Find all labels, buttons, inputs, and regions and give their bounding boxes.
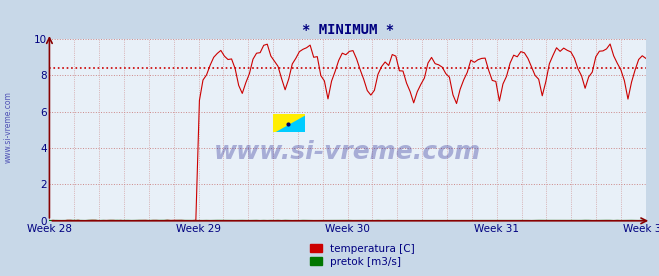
Text: www.si-vreme.com: www.si-vreme.com: [3, 91, 13, 163]
Legend: temperatura [C], pretok [m3/s]: temperatura [C], pretok [m3/s]: [306, 239, 419, 271]
Title: * MINIMUM *: * MINIMUM *: [302, 23, 393, 38]
Text: www.si-vreme.com: www.si-vreme.com: [214, 140, 481, 164]
Polygon shape: [273, 113, 305, 132]
Polygon shape: [273, 113, 305, 132]
